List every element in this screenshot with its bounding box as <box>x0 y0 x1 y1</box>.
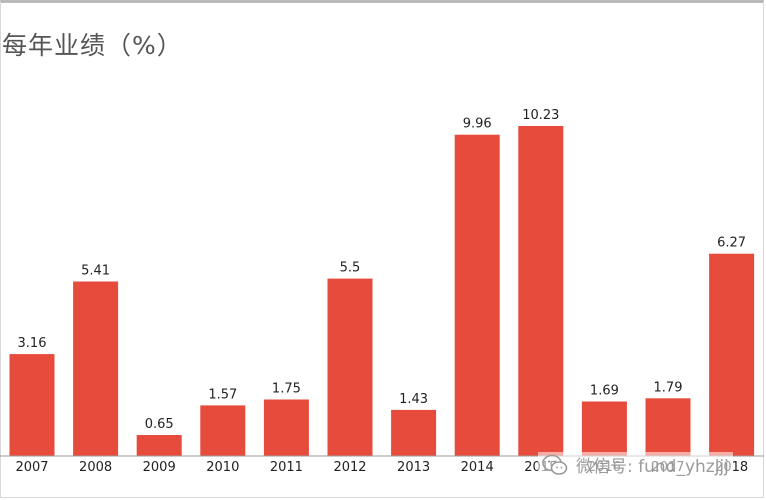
watermark: 微信号: fund_yhzjjj <box>538 452 733 477</box>
value-label-2017: 1.79 <box>654 380 683 395</box>
value-label-2016: 1.69 <box>590 384 619 399</box>
bar-2008 <box>73 281 119 456</box>
bar-2014 <box>454 134 500 456</box>
bar-2011 <box>263 399 309 456</box>
bars-layer <box>9 126 755 456</box>
bar-2017 <box>645 398 691 456</box>
value-label-2008: 5.41 <box>81 264 110 279</box>
value-label-2015: 10.23 <box>522 108 559 123</box>
bar-2013 <box>391 409 437 456</box>
x-tick-label-2008: 2008 <box>79 460 112 475</box>
value-label-2013: 1.43 <box>399 392 428 407</box>
bar-2007 <box>9 354 55 456</box>
x-tick-label-2011: 2011 <box>270 460 303 475</box>
bar-2018 <box>709 253 755 456</box>
x-tick-label-2012: 2012 <box>333 460 366 475</box>
value-label-2018: 6.27 <box>717 236 746 251</box>
x-tick-label-2014: 2014 <box>461 460 494 475</box>
watermark-text: 微信号: fund_yhzjjj <box>576 457 729 477</box>
bar-2016 <box>581 401 627 456</box>
bar-2009 <box>136 435 182 456</box>
x-tick-label-2010: 2010 <box>206 460 239 475</box>
labels-layer: 3.16 2007 5.41 2008 0.65 2009 1.57 2010 1.75 2011… <box>15 108 748 475</box>
wechat-icon <box>542 454 568 475</box>
value-label-2010: 1.57 <box>208 387 237 402</box>
value-label-2009: 0.65 <box>145 417 174 432</box>
value-label-2011: 1.75 <box>272 382 301 397</box>
x-tick-label-2009: 2009 <box>143 460 176 475</box>
value-label-2012: 5.5 <box>340 261 361 276</box>
chart-title: 每年业绩（%） <box>2 31 183 60</box>
bar-2012 <box>327 278 373 456</box>
x-tick-label-2013: 2013 <box>397 460 430 475</box>
value-label-2014: 9.96 <box>463 117 492 132</box>
bar-2015 <box>518 126 564 456</box>
bar-2010 <box>200 405 246 456</box>
x-tick-label-2007: 2007 <box>15 460 48 475</box>
value-label-2007: 3.16 <box>18 336 47 351</box>
